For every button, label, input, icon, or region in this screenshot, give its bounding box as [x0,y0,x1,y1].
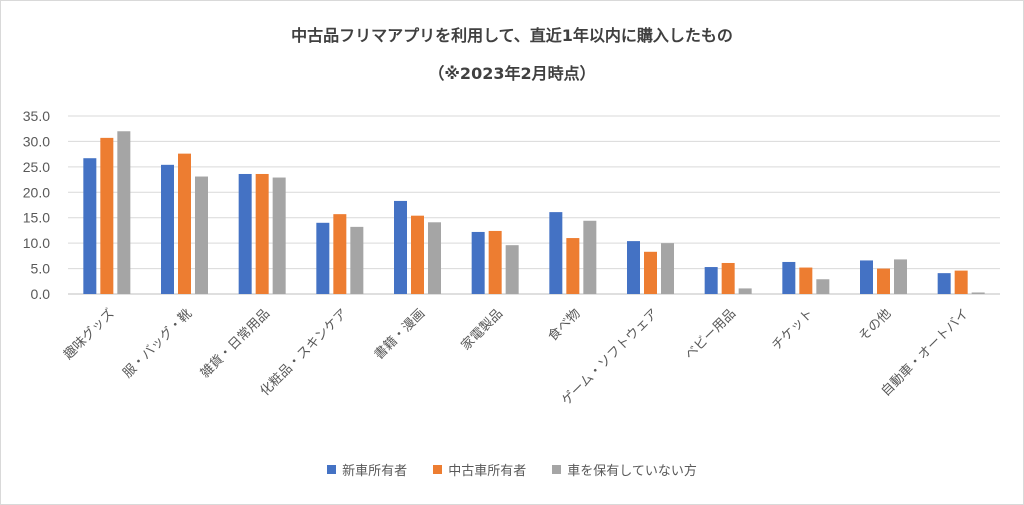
bar [566,238,580,294]
x-category-label: その他 [856,306,894,344]
x-category-label: 自動車・オートバイ [879,306,972,399]
y-tick-label: 35.0 [23,108,50,124]
bar [238,173,252,294]
legend-label: 新車所有者 [342,464,408,479]
bar [100,137,114,294]
legend-swatch [552,465,562,474]
chart-subtitle: （※2023年2月時点） [428,64,596,83]
bar [333,214,347,294]
bar [178,153,191,294]
legend-item-new-car: 新車所有者 [327,460,407,479]
legend-swatch [433,465,443,474]
bar [971,292,985,294]
y-tick-label: 15.0 [23,210,50,226]
legend-label: 車を保有していない方 [567,464,697,479]
legend-swatch [327,465,337,474]
legend-label: 中古車所有者 [448,464,527,479]
bar [505,245,519,294]
bar [738,288,752,294]
x-category-label: 趣味グッズ [60,306,117,363]
bar [894,259,907,294]
y-tick-label: 0.0 [31,286,51,302]
bar [877,268,890,294]
bar [316,222,330,294]
bar [799,267,813,294]
bar [721,262,735,294]
legend-item-no-car: 車を保有していない方 [552,460,697,479]
chart-title: 中古品フリマアプリを利用して、直近1年以内に購入したもの [291,26,733,45]
bar [255,173,269,294]
bar [661,243,674,294]
bar [782,261,796,294]
bar [471,231,485,294]
bar [161,164,174,294]
x-category-label: ベビー用品 [682,306,739,363]
bar [394,200,407,294]
bar [117,131,131,294]
y-tick-label: 20.0 [23,184,50,200]
bar [583,220,597,294]
bar [83,158,97,294]
bar [816,279,830,294]
y-tick-label: 30.0 [23,133,50,149]
x-category-label: 家電製品 [458,306,506,354]
x-category-label: 食べ物 [545,306,584,345]
bar [272,177,286,294]
bar [627,241,640,294]
bar [549,212,563,294]
x-category-label: 化粧品・スキンケア [258,306,351,399]
bar [644,251,657,294]
bar [954,270,968,294]
legend-item-used-car: 中古車所有者 [433,460,526,479]
bar [704,267,718,294]
y-tick-label: 25.0 [23,159,50,175]
y-tick-label: 5.0 [31,261,51,277]
bar [428,222,441,294]
y-tick-label: 10.0 [23,235,50,251]
bar [350,226,364,294]
legend: 新車所有者 中古車所有者 車を保有していない方 [0,460,1024,479]
bar [411,215,424,294]
bar [195,176,208,294]
x-category-label: チケット [769,306,816,353]
x-category-label: 書籍・漫画 [371,306,428,363]
bar [937,273,951,294]
x-category-label: 雑貨・日常用品 [197,306,273,382]
bar [860,260,873,294]
bar [488,230,502,294]
x-category-label: 服・バッグ・靴 [120,306,195,381]
